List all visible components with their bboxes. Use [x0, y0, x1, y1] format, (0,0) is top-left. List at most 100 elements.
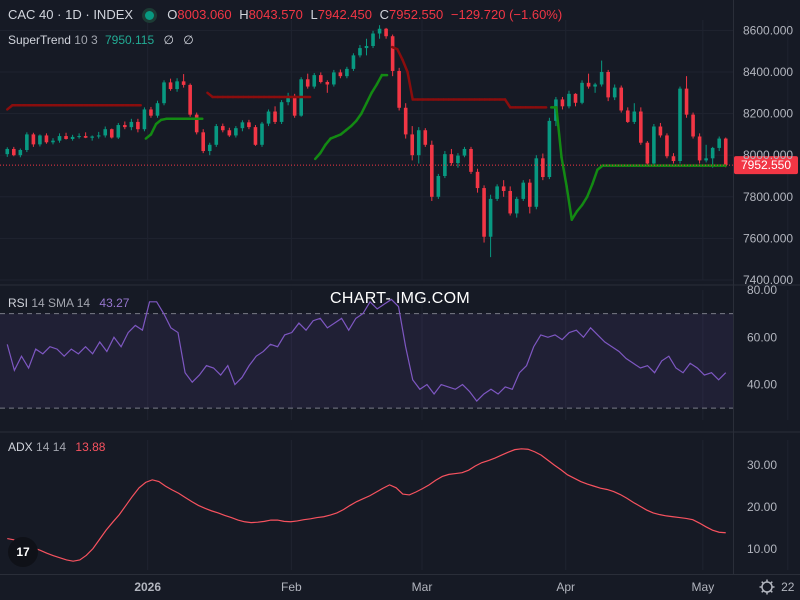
candle-body [619, 87, 624, 111]
candle-body [123, 125, 127, 128]
supertrend-segment [555, 106, 563, 159]
candle-body [240, 122, 245, 129]
adx-legend[interactable]: ADX 14 14 13.88 [8, 440, 105, 454]
candle-body [390, 36, 395, 71]
candle-body [449, 154, 454, 164]
supertrend-legend[interactable]: SuperTrend 10 3 7950.115 ∅ ∅ [8, 33, 194, 47]
supertrend-segment [319, 143, 327, 155]
candle-body [377, 28, 382, 34]
supertrend-segment [560, 156, 568, 188]
supertrend-segment [365, 91, 373, 105]
settings-gear-icon[interactable] [761, 581, 773, 593]
supertrend-params: 10 3 [74, 33, 98, 47]
low-value: 7942.450 [317, 7, 372, 22]
candle-body [260, 123, 264, 145]
candle-body [312, 75, 317, 87]
supertrend-segment [313, 151, 322, 161]
candle-body [318, 75, 323, 82]
candle-body [397, 70, 401, 108]
empty-set-icon: ∅ [183, 33, 194, 47]
ohlc-header: CAC 40 · 1D · INDEX O8003.060 H8043.570 … [8, 7, 563, 22]
price-tick-label: 8200.000 [743, 107, 793, 121]
candle-body [253, 127, 258, 145]
candle-body [338, 72, 343, 77]
gear-tooth [770, 581, 773, 584]
adx-tick-label: 20.00 [747, 500, 777, 514]
candle-body [83, 136, 88, 138]
candle-body [279, 102, 284, 122]
rsi-tick-label: 80.00 [747, 283, 777, 297]
supertrend-value: 7950.115 [104, 33, 155, 47]
candle-body [527, 182, 532, 207]
candle-body [639, 111, 643, 143]
change-value: −129.720 (−1.60%) [450, 7, 563, 22]
adx-params: 14 14 [36, 440, 67, 454]
candle-body [697, 136, 702, 161]
supertrend-segment [149, 122, 158, 136]
time-tick-label: Feb [281, 580, 302, 594]
supertrend-segment [360, 101, 368, 115]
candle-body [632, 111, 637, 122]
supertrend-segment [503, 98, 512, 109]
candle-body [488, 198, 493, 237]
price-tick-label: 7600.000 [743, 231, 793, 245]
candle-body [266, 111, 271, 124]
candle-body [292, 95, 297, 116]
candle-body [482, 188, 486, 237]
candle-body [403, 107, 408, 135]
supertrend-segment [570, 210, 579, 221]
rsi-params: 14 SMA 14 [31, 296, 91, 310]
market-status-icon [144, 11, 154, 20]
price-tick-label: 7400.000 [743, 273, 793, 287]
supertrend-name: SuperTrend [8, 33, 71, 47]
time-tick-label: May [692, 580, 715, 594]
rsi-value: 43.27 [99, 296, 130, 310]
candle-body [162, 82, 166, 104]
candle-body [57, 136, 62, 141]
adx-line [7, 448, 726, 562]
candle-body [599, 72, 604, 85]
candle-body [70, 136, 75, 139]
candle-body [534, 158, 539, 207]
candle-body [508, 190, 512, 214]
supertrend-segment [401, 58, 409, 74]
rsi-band-fill [0, 313, 733, 409]
tradingview-logo-icon[interactable]: 17 [8, 537, 38, 567]
candle-body [475, 171, 480, 189]
open-value: 8003.060 [177, 7, 232, 22]
candle-body [541, 158, 545, 178]
candle-body [44, 135, 49, 143]
candle-body [351, 55, 356, 69]
symbol-label[interactable]: CAC 40 [8, 7, 54, 22]
candle-body [168, 82, 173, 90]
candle-body [194, 114, 199, 133]
candle-body [201, 132, 206, 152]
candle-body [469, 148, 473, 172]
candle-body [155, 103, 160, 116]
rsi-name: RSI [8, 296, 29, 310]
candle-body [710, 147, 715, 159]
supertrend-segment [354, 112, 363, 123]
candle-body [227, 130, 232, 136]
candle-body [77, 136, 81, 138]
adx-tick-label: 10.00 [747, 542, 777, 556]
candle-body [345, 68, 349, 77]
candle-body [234, 128, 238, 136]
candle-body [273, 111, 277, 122]
supertrend-segment [324, 137, 332, 147]
empty-set-icon: ∅ [163, 33, 174, 47]
candle-body [31, 134, 36, 145]
rsi-legend[interactable]: RSI 14 SMA 14 43.27 [8, 296, 129, 310]
supertrend-segment [370, 83, 379, 95]
candle-body [90, 136, 94, 138]
price-tick-label: 7800.000 [743, 190, 793, 204]
candle-body [364, 46, 369, 49]
time-tick-label: Apr [556, 580, 575, 594]
interval-label[interactable]: 1D [65, 7, 82, 22]
candle-body [573, 93, 578, 103]
candle-body [423, 130, 428, 145]
candle-body [109, 129, 114, 138]
candle-body [671, 156, 676, 162]
rsi-tick-label: 60.00 [747, 330, 777, 344]
